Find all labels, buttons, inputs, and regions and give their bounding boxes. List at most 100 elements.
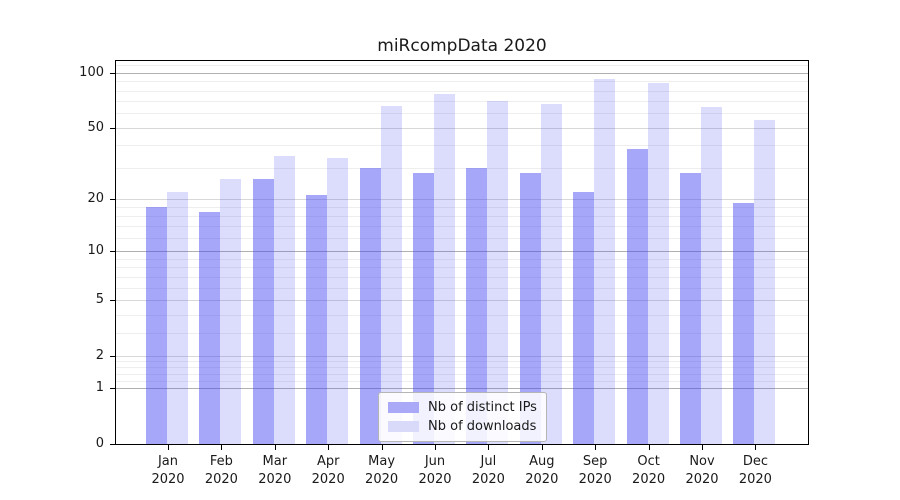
- x-tick-month: Mar: [262, 454, 288, 469]
- decade-gridline: [116, 72, 808, 74]
- y-tick-label: 20: [87, 191, 104, 207]
- y-tick-label: 2: [95, 347, 104, 363]
- x-tick-year: 2020: [578, 472, 612, 487]
- y-tick-label: 50: [87, 119, 104, 135]
- bars-layer: [116, 61, 808, 444]
- x-tick-year: 2020: [311, 472, 345, 487]
- x-tick-mark: [328, 445, 330, 450]
- minor-gridline: [116, 332, 808, 334]
- x-tick-month: Aug: [529, 454, 555, 469]
- x-tick-month: Dec: [742, 454, 768, 469]
- legend-label: Nb of downloads: [428, 419, 537, 434]
- minor-gridline: [116, 267, 808, 269]
- bar-distinct-ips-dec: [733, 203, 755, 444]
- x-tick-year: 2020: [365, 472, 399, 487]
- x-tick-month: Nov: [689, 454, 715, 469]
- y-tick-mark: [110, 127, 115, 129]
- bar-downloads-dec: [754, 120, 776, 444]
- minor-gridline: [116, 167, 808, 169]
- y-tick-label: 0: [95, 436, 104, 451]
- x-tick-label: May 2020: [350, 453, 414, 489]
- minor-gridline: [116, 367, 808, 369]
- bar-distinct-ips-apr: [306, 195, 328, 444]
- bar-downloads-sep: [594, 78, 616, 444]
- y-tick-mark: [110, 355, 115, 357]
- x-tick-month: Jan: [157, 454, 179, 469]
- major-gridline: [116, 299, 808, 301]
- minor-gridline: [116, 276, 808, 278]
- minor-gridline: [116, 113, 808, 115]
- x-tick-label: Jun 2020: [403, 453, 467, 489]
- bar-downloads-may: [380, 105, 402, 444]
- y-tick-mark: [110, 299, 115, 301]
- minor-gridline: [116, 145, 808, 147]
- major-gridline: [116, 127, 808, 129]
- x-tick-month: Jul: [480, 454, 497, 469]
- x-tick-mark: [435, 445, 436, 450]
- bar-distinct-ips-oct: [626, 149, 648, 444]
- bar-downloads-oct: [647, 83, 669, 444]
- y-tick-label: 1: [95, 380, 104, 396]
- x-tick-year: 2020: [471, 472, 505, 487]
- x-tick-label: Apr 2020: [296, 453, 360, 489]
- x-tick-month: Sep: [582, 454, 608, 469]
- bar-distinct-ips-jul: [466, 167, 488, 444]
- bar-distinct-ips-may: [359, 167, 381, 444]
- x-tick-label: Dec 2020: [723, 453, 787, 489]
- minor-gridline: [116, 361, 808, 363]
- major-gridline: [116, 199, 808, 201]
- minor-gridline: [116, 237, 808, 239]
- x-tick-month: Oct: [637, 454, 660, 469]
- legend-label: Nb of distinct IPs: [428, 400, 537, 415]
- bar-downloads-apr: [327, 158, 349, 444]
- minor-gridline: [116, 207, 808, 209]
- legend: Nb of distinct IPs Nb of downloads: [378, 392, 547, 442]
- bar-downloads-mar: [273, 155, 295, 444]
- minor-gridline: [116, 380, 808, 382]
- x-tick-mark: [648, 445, 650, 450]
- x-tick-year: 2020: [685, 472, 719, 487]
- x-tick-mark: [541, 445, 543, 450]
- x-tick-label: Oct 2020: [617, 453, 681, 489]
- x-tick-month: Apr: [316, 454, 340, 469]
- bar-distinct-ips-jan: [146, 207, 167, 444]
- x-tick-year: 2020: [418, 472, 452, 487]
- x-tick-mark: [488, 445, 490, 450]
- minor-gridline: [116, 314, 808, 316]
- x-tick-mark: [702, 445, 703, 450]
- x-tick-mark: [168, 445, 169, 450]
- y-tick-mark: [110, 251, 115, 253]
- minor-gridline: [116, 373, 808, 375]
- x-tick-mark: [274, 445, 276, 450]
- x-tick-label: Jan 2020: [136, 453, 200, 489]
- gridlines-layer: [116, 61, 808, 444]
- bar-distinct-ips-jun: [413, 173, 434, 444]
- legend-row: Nb of downloads: [388, 417, 537, 436]
- bar-downloads-jul: [487, 101, 509, 444]
- x-tick-label: Feb 2020: [189, 453, 253, 489]
- x-tick-mark: [221, 445, 223, 450]
- minor-gridline: [116, 216, 808, 218]
- bar-downloads-jun: [434, 93, 455, 444]
- bar-distinct-ips-mar: [252, 178, 274, 444]
- legend-swatch-distinct-ips: [388, 402, 419, 413]
- bar-distinct-ips-aug: [519, 173, 541, 444]
- y-tick-mark: [110, 444, 115, 445]
- y-tick-label: 5: [95, 291, 104, 307]
- y-tick-mark: [110, 388, 115, 390]
- minor-gridline: [116, 287, 808, 289]
- bar-downloads-nov: [701, 107, 722, 444]
- decade-gridline: [116, 251, 808, 253]
- minor-gridline: [116, 101, 808, 103]
- minor-gridline: [116, 90, 808, 92]
- x-tick-label: Aug 2020: [510, 453, 574, 489]
- x-tick-mark: [595, 445, 597, 450]
- y-tick-mark: [110, 199, 115, 201]
- x-tick-label: Sep 2020: [563, 453, 627, 489]
- x-tick-label: Jul 2020: [456, 453, 520, 489]
- x-tick-label: Nov 2020: [670, 453, 734, 489]
- legend-swatch-downloads: [388, 421, 419, 432]
- y-tick-label: 100: [79, 64, 104, 80]
- x-tick-year: 2020: [204, 472, 238, 487]
